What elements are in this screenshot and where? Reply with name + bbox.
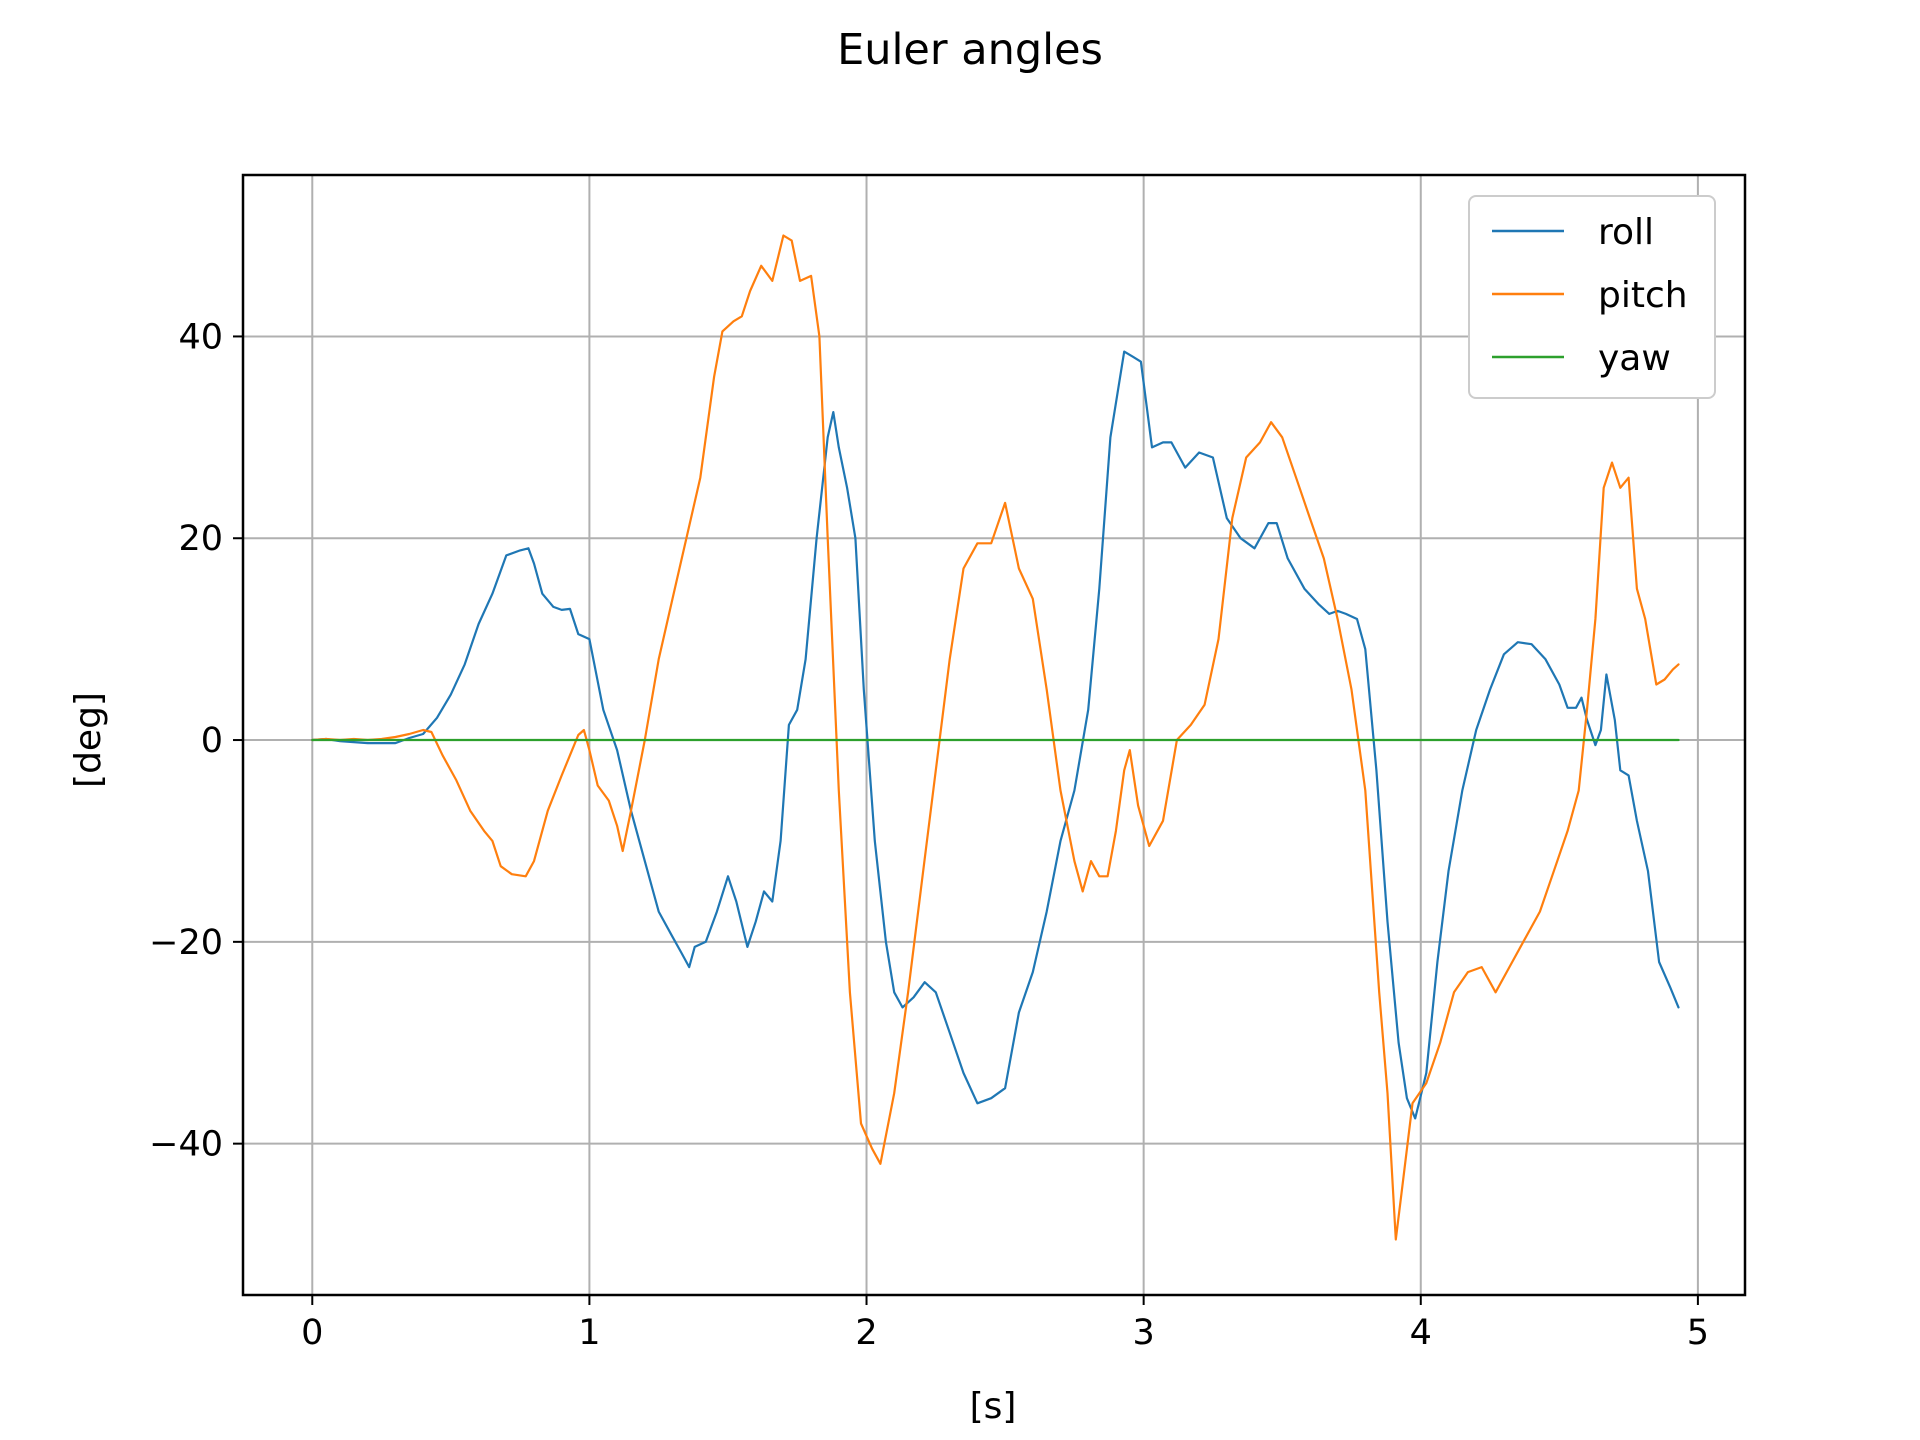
legend-label-pitch: pitch bbox=[1598, 275, 1688, 316]
y-tick-label: −40 bbox=[149, 1125, 223, 1165]
y-tick-label: 0 bbox=[201, 721, 223, 761]
x-tick-label: 2 bbox=[855, 1313, 877, 1353]
x-axis-label: [s] bbox=[970, 1386, 1017, 1427]
y-tick-label: 20 bbox=[178, 519, 223, 559]
chart-title: Euler angles bbox=[837, 25, 1103, 75]
y-axis-label: [deg] bbox=[68, 692, 109, 788]
series-line-roll bbox=[311, 350, 1680, 1120]
legend: roll pitch yaw bbox=[1468, 195, 1716, 399]
x-tick-label: 0 bbox=[301, 1313, 323, 1353]
plot-area-frame bbox=[241, 173, 1747, 1297]
y-tick-label: 40 bbox=[178, 317, 223, 357]
x-tick-label: 5 bbox=[1687, 1313, 1709, 1353]
series-line-pitch bbox=[311, 234, 1680, 1241]
legend-label-yaw: yaw bbox=[1598, 338, 1671, 379]
x-axis-ticks: 0 1 2 3 4 5 bbox=[301, 1295, 1709, 1353]
legend-box bbox=[1468, 195, 1716, 399]
y-tick-label: −20 bbox=[149, 923, 223, 963]
x-tick-label: 3 bbox=[1133, 1313, 1155, 1353]
x-tick-label: 1 bbox=[578, 1313, 600, 1353]
y-axis-ticks: −40 −20 0 20 40 bbox=[149, 317, 243, 1165]
legend-label-roll: roll bbox=[1598, 212, 1654, 253]
plot-series bbox=[311, 234, 1680, 1241]
x-tick-label: 4 bbox=[1410, 1313, 1432, 1353]
